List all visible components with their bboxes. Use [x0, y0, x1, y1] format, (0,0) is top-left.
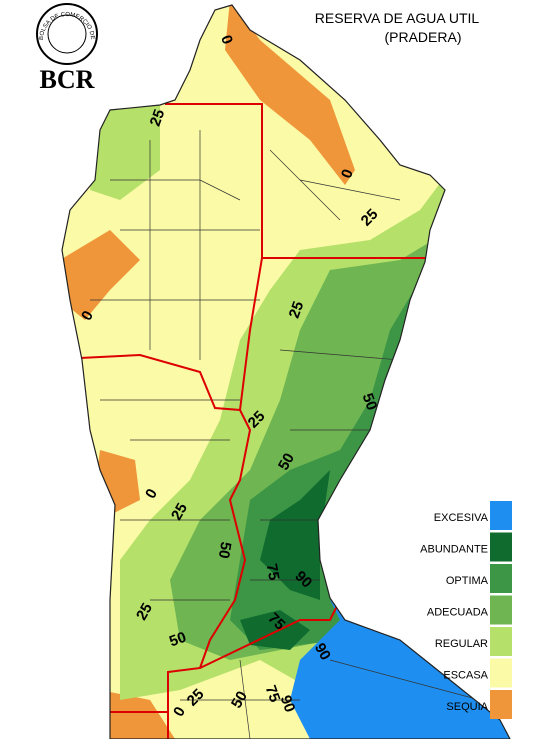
logo-seal-inner [47, 14, 87, 54]
legend-label: OPTIMA [446, 575, 489, 587]
legend-swatch [490, 658, 512, 688]
legend-label: SEQUIA [446, 701, 488, 713]
brand: BCR [40, 65, 95, 94]
legend-swatch [490, 564, 512, 593]
subtitle: (PRADERA) [384, 29, 461, 45]
contour-label: 25 [168, 500, 191, 523]
zone-excesiva [290, 600, 510, 739]
contour-label: 50 [167, 629, 188, 651]
contour-label: 90 [311, 640, 334, 663]
legend-swatch [490, 595, 512, 625]
contour-label: 50 [228, 688, 251, 711]
contour-label: 25 [133, 600, 156, 623]
zone-sequia [62, 230, 140, 320]
contour-label: 25 [147, 107, 169, 128]
legend-label: REGULAR [435, 638, 488, 650]
contour-label: 75 [262, 683, 284, 704]
contour-label: 90 [277, 693, 299, 714]
zone-sequia [225, 5, 355, 185]
zone-abundante [240, 470, 330, 650]
title: RESERVA DE AGUA UTIL [315, 10, 480, 26]
province-boundaries [79, 103, 430, 739]
contour-label: 50 [215, 540, 235, 559]
province-outline [61, 4, 511, 739]
logo-seal [36, 3, 98, 65]
legend: EXCESIVA ABUNDANTE OPTIMA ADECUADA REGULAR ES… [420, 501, 512, 719]
contour-label: 25 [286, 299, 308, 320]
zone-sequia [100, 690, 175, 739]
legend-label: ABUNDANTE [420, 543, 488, 555]
zone-regular [90, 105, 160, 200]
legend-swatch [490, 501, 512, 530]
legend-swatch [490, 690, 512, 719]
legend-swatch [490, 627, 512, 656]
contour-label: 50 [275, 450, 298, 473]
contour-label: 50 [359, 391, 381, 412]
legend-swatch [490, 532, 512, 562]
legend-label: ADECUADA [427, 606, 489, 618]
contour-label: 75 [263, 562, 283, 581]
legend-label: ESCASA [443, 669, 488, 681]
department-lines [90, 130, 481, 739]
legend-label: EXCESIVA [434, 512, 489, 524]
